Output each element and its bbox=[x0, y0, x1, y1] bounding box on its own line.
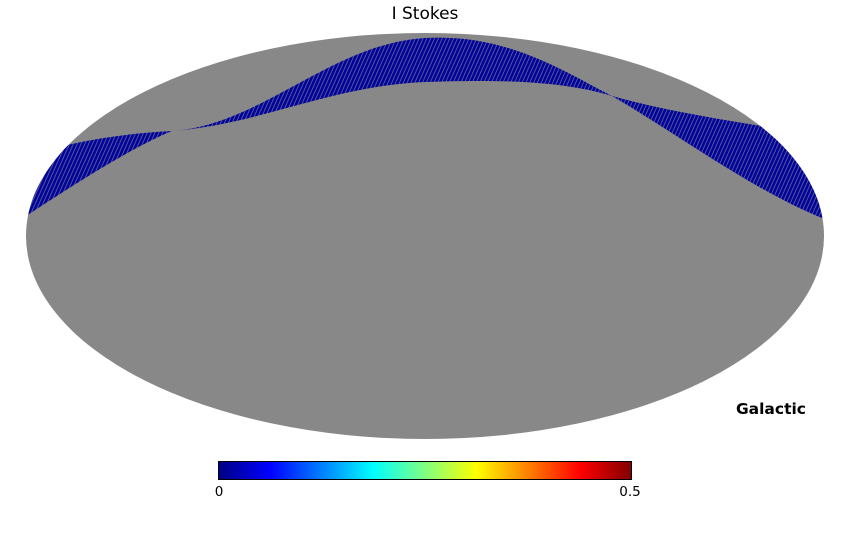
scan-band bbox=[26, 37, 824, 240]
colorbar bbox=[218, 461, 632, 480]
mollweide-projection-background bbox=[26, 33, 824, 439]
colorbar-min-tick-label: 0 bbox=[214, 484, 224, 500]
colorbar-max-tick-label: 0.5 bbox=[619, 484, 641, 500]
plot-title: I Stokes bbox=[391, 4, 459, 24]
coordinate-system-label: Galactic bbox=[735, 400, 806, 418]
